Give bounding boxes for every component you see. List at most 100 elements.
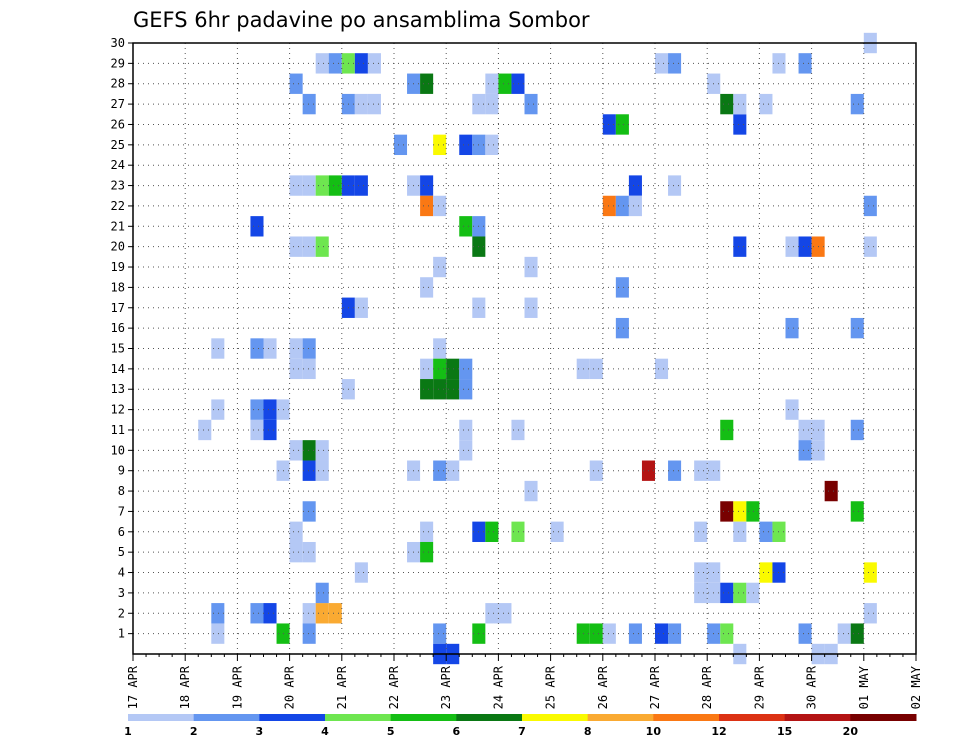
precip-cell — [420, 73, 434, 94]
precip-cell — [837, 623, 851, 644]
precip-cell — [602, 195, 616, 217]
precip-cell — [668, 175, 682, 196]
precip-cell — [759, 521, 773, 542]
precip-cell — [720, 582, 734, 604]
legend-label: 15 — [777, 725, 792, 738]
y-tick-label: 29 — [111, 56, 125, 70]
precip-cell — [446, 358, 460, 380]
y-tick-label: 17 — [111, 301, 125, 315]
precip-cell — [302, 338, 316, 359]
precip-cell — [628, 623, 642, 644]
x-tick-label: 27 APR — [648, 665, 662, 709]
precip-cell — [302, 93, 316, 115]
precip-cell — [628, 175, 642, 196]
precip-cell — [354, 93, 368, 115]
precip-cell — [524, 297, 538, 318]
y-tick-label: 3 — [118, 586, 125, 600]
y-tick-label: 21 — [111, 219, 125, 233]
precip-cell — [655, 358, 669, 380]
precip-cell — [302, 541, 316, 563]
precip-cell — [433, 134, 447, 156]
precip-cell — [367, 93, 381, 115]
y-tick-label: 9 — [118, 464, 125, 478]
precip-cell — [524, 93, 538, 115]
precip-cell — [198, 419, 212, 441]
precip-cell — [459, 440, 473, 461]
precip-cell — [589, 358, 603, 380]
precip-cell — [733, 93, 747, 115]
precip-cell — [394, 134, 408, 156]
legend-swatch — [259, 714, 326, 721]
y-tick-label: 16 — [111, 321, 125, 335]
y-tick-label: 18 — [111, 280, 125, 294]
precip-cell — [302, 358, 316, 380]
precip-cell — [433, 338, 447, 359]
x-tick-label: 21 APR — [335, 665, 349, 709]
legend-swatch — [522, 714, 589, 721]
precip-cell — [694, 460, 708, 481]
precip-cell — [498, 73, 512, 94]
legend-swatch — [128, 714, 195, 721]
precip-cell — [250, 216, 264, 237]
precip-cell — [720, 501, 734, 522]
precip-cell — [628, 195, 642, 217]
y-tick-label: 24 — [111, 158, 125, 172]
x-tick-label: 25 APR — [544, 665, 558, 709]
precip-cell — [485, 73, 499, 94]
x-tick-label: 19 APR — [230, 665, 244, 709]
precip-cell — [798, 623, 812, 644]
x-tick-label: 23 APR — [439, 665, 453, 709]
precip-cell — [863, 236, 877, 257]
precip-cell — [420, 175, 434, 196]
precip-cell — [433, 623, 447, 644]
y-tick-label: 26 — [111, 117, 125, 131]
x-tick-label: 24 APR — [491, 665, 505, 709]
x-tick-label: 29 APR — [752, 665, 766, 709]
precip-cell — [615, 114, 629, 135]
precip-cell — [315, 53, 329, 74]
precip-cell — [302, 623, 316, 644]
legend-label: 10 — [646, 725, 662, 738]
precip-cell — [459, 216, 473, 237]
legend-swatch — [850, 714, 917, 721]
y-tick-label: 30 — [111, 36, 125, 50]
precip-cell — [263, 338, 277, 359]
precip-cell — [615, 277, 629, 298]
precip-cell — [302, 501, 316, 522]
precip-cell — [289, 521, 303, 542]
y-tick-label: 22 — [111, 199, 125, 213]
precip-cell — [328, 175, 342, 196]
precip-cell — [668, 53, 682, 74]
precip-cell — [863, 562, 877, 583]
precip-cell — [289, 440, 303, 461]
precip-cell — [511, 419, 525, 441]
precip-cell — [354, 53, 368, 74]
y-tick-label: 5 — [118, 545, 125, 559]
precip-cell — [420, 277, 434, 298]
precip-cell — [511, 73, 525, 94]
legend-label: 12 — [711, 725, 726, 738]
x-axis: 17 APR 18 APR 19 APR 20 APR 21 APR 22 APR 23 A… — [126, 654, 923, 709]
precip-cell — [459, 358, 473, 380]
heatmap-cells — [198, 32, 877, 665]
x-tick-label: 28 APR — [700, 665, 714, 709]
precip-cell — [615, 195, 629, 217]
precip-cell — [850, 623, 864, 644]
precip-cell — [850, 419, 864, 441]
precip-cell — [733, 114, 747, 135]
precip-cell — [720, 419, 734, 441]
precip-cell — [289, 175, 303, 196]
precip-cell — [289, 338, 303, 359]
precip-cell — [602, 623, 616, 644]
precip-cell — [459, 419, 473, 441]
legend-label: 5 — [387, 725, 395, 738]
precip-cell — [485, 93, 499, 115]
y-tick-label: 20 — [111, 240, 125, 254]
precip-cell — [420, 521, 434, 542]
precip-cell — [615, 317, 629, 339]
legend-label: 6 — [453, 725, 461, 738]
x-tick-label: 17 APR — [126, 665, 140, 709]
legend-label: 3 — [256, 725, 264, 738]
chart-title: GEFS 6hr padavine po ansamblima Sombor — [133, 8, 590, 32]
